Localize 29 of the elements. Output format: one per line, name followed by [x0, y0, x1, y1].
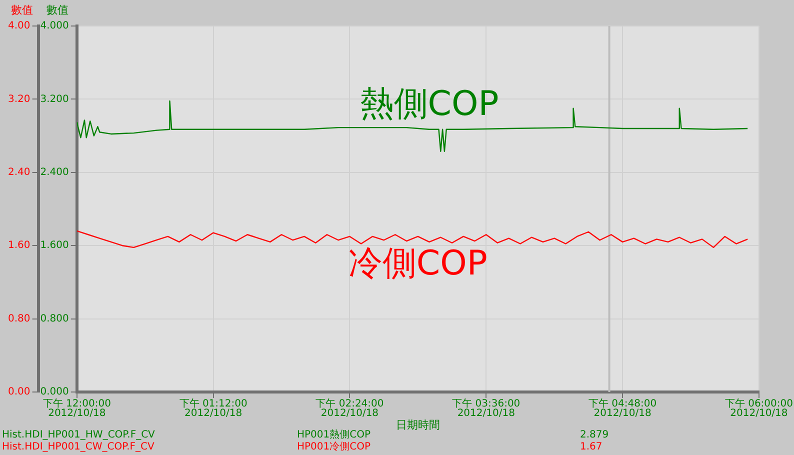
x-tick-label: 下午 12:00:00 2012/10/18 — [42, 397, 111, 419]
series-label: 熱側COP — [360, 84, 499, 124]
text: HP001冷側COP — [297, 440, 371, 453]
y2-axis-title: 數值 — [46, 3, 69, 16]
text: 2.879 — [580, 430, 609, 441]
y-tick-label: 1.60 — [8, 240, 30, 252]
y-tick-label: 0.00 — [8, 386, 30, 398]
text: Hist.HDI_HP001_CW_COP.F_CV — [2, 442, 155, 453]
text: 1.67 — [580, 442, 602, 453]
x-tick-label: 下午 01:12:00 2012/10/18 — [179, 397, 248, 419]
x-axis-title: 日期時間 — [396, 418, 440, 432]
y-tick-label: 2.40 — [8, 166, 30, 178]
y2-tick-label: 3.200 — [40, 94, 69, 105]
y2-tick-label: 0.800 — [40, 313, 69, 324]
y-tick-label: 0.80 — [8, 313, 30, 324]
y-tick-label: 3.20 — [8, 94, 30, 105]
series-label: 冷側COP — [348, 243, 488, 284]
y-tick-label: 4.00 — [8, 20, 30, 32]
x-tick-label: 下午 06:00:00 2012/10/18 — [724, 397, 793, 419]
text: Hist.HDI_HP001_HW_COP.F_CV — [2, 430, 156, 441]
text: HP001熱側COP — [297, 428, 371, 441]
x-tick-label: 下午 02:24:00 2012/10/18 — [316, 397, 384, 419]
y-axis-title: 數值 — [11, 3, 34, 16]
y2-tick-label: 1.600 — [40, 240, 69, 252]
y2-tick-label: 4.000 — [40, 20, 69, 32]
y2-tick-label: 2.400 — [40, 166, 69, 178]
x-tick-label: 下午 03:36:00 2012/10/18 — [452, 397, 520, 419]
x-tick-label: 下午 04:48:00 2012/10/18 — [588, 397, 657, 419]
y2-tick-label: 0.000 — [40, 386, 69, 398]
